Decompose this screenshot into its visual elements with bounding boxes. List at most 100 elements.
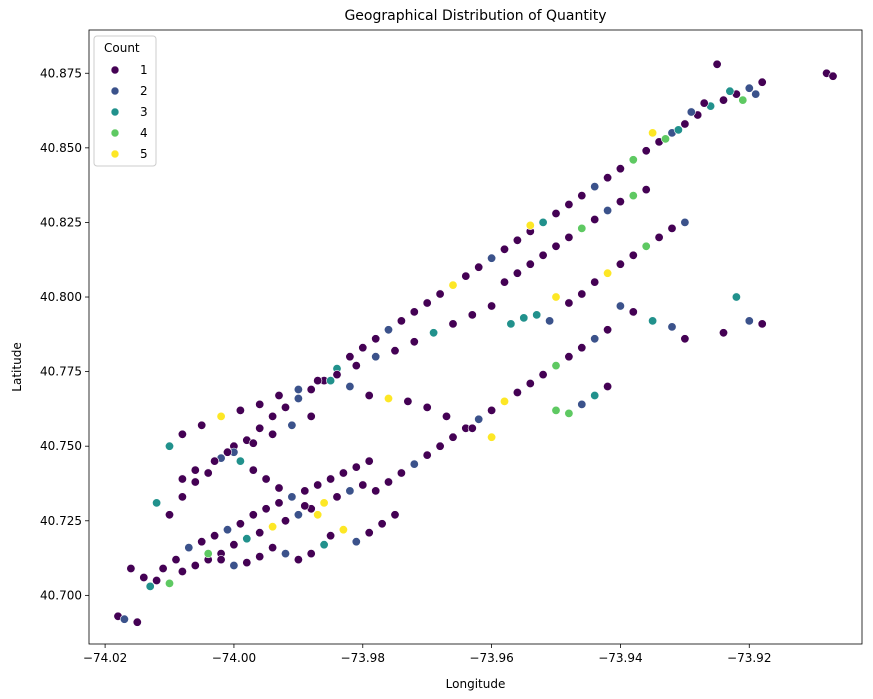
- data-point: [680, 334, 690, 344]
- data-point: [532, 310, 542, 320]
- data-point: [351, 462, 361, 472]
- data-point: [738, 95, 748, 105]
- data-point: [551, 292, 561, 302]
- data-point: [248, 438, 258, 448]
- data-point: [712, 59, 722, 69]
- data-point: [396, 468, 406, 478]
- data-point: [487, 253, 497, 263]
- data-point: [268, 411, 278, 421]
- data-point: [216, 555, 226, 565]
- data-point: [345, 486, 355, 496]
- data-point: [686, 107, 696, 117]
- data-point: [145, 581, 155, 591]
- data-point: [287, 420, 297, 430]
- data-point: [448, 280, 458, 290]
- legend-label: 3: [140, 105, 148, 119]
- data-point: [409, 459, 419, 469]
- data-point: [718, 95, 728, 105]
- data-point: [441, 411, 451, 421]
- legend-marker: [110, 149, 120, 159]
- data-point: [203, 549, 213, 559]
- data-point: [409, 307, 419, 317]
- y-tick-label: 40.700: [40, 588, 82, 602]
- data-point: [242, 534, 252, 544]
- data-point: [474, 262, 484, 272]
- data-point: [345, 352, 355, 362]
- data-point: [519, 313, 529, 323]
- data-point: [577, 223, 587, 233]
- data-point: [577, 399, 587, 409]
- data-point: [487, 432, 497, 442]
- data-point: [422, 298, 432, 308]
- data-point: [654, 232, 664, 242]
- data-point: [242, 558, 252, 568]
- data-point: [306, 549, 316, 559]
- legend-marker: [110, 107, 120, 117]
- data-point: [261, 504, 271, 514]
- data-point: [287, 492, 297, 502]
- data-point: [660, 134, 670, 144]
- data-point: [293, 510, 303, 520]
- data-point: [628, 155, 638, 165]
- data-point: [165, 510, 175, 520]
- data-point: [171, 555, 181, 565]
- data-point: [731, 292, 741, 302]
- data-point: [615, 197, 625, 207]
- data-point: [409, 337, 419, 347]
- x-axis: −74.02 −74.00 −73.98 −73.96 −73.94 −73.92: [83, 644, 771, 665]
- data-point: [371, 352, 381, 362]
- data-point: [255, 552, 265, 562]
- y-tick-label: 40.850: [40, 141, 82, 155]
- data-point: [590, 215, 600, 225]
- data-point: [641, 146, 651, 156]
- data-point: [177, 492, 187, 502]
- data-point: [358, 480, 368, 490]
- data-point: [177, 474, 187, 484]
- data-point: [615, 164, 625, 174]
- y-tick-label: 40.725: [40, 514, 82, 528]
- data-point: [332, 492, 342, 502]
- legend-label: 5: [140, 147, 148, 161]
- data-point: [751, 89, 761, 99]
- data-point: [667, 223, 677, 233]
- data-point: [261, 474, 271, 484]
- data-point: [313, 510, 323, 520]
- data-point: [177, 566, 187, 576]
- data-point: [525, 378, 535, 388]
- legend-label: 1: [140, 63, 148, 77]
- data-point: [313, 480, 323, 490]
- data-point: [564, 298, 574, 308]
- data-point: [435, 289, 445, 299]
- data-point: [828, 71, 838, 81]
- y-axis: 40.700 40.725 40.750 40.775 40.800 40.825 40.8…: [40, 66, 89, 602]
- data-point: [603, 206, 613, 216]
- data-point: [603, 325, 613, 335]
- data-point: [377, 519, 387, 529]
- y-axis-label: Latitude: [10, 342, 24, 391]
- data-point: [725, 86, 735, 96]
- y-tick-label: 40.750: [40, 439, 82, 453]
- data-point: [448, 319, 458, 329]
- chart-title: Geographical Distribution of Quantity: [344, 8, 606, 24]
- data-point: [364, 528, 374, 538]
- data-point: [255, 528, 265, 538]
- data-point: [383, 325, 393, 335]
- data-point: [564, 352, 574, 362]
- data-point: [364, 390, 374, 400]
- data-point: [551, 241, 561, 251]
- data-point: [435, 441, 445, 451]
- points-layer: [113, 59, 838, 627]
- data-point: [667, 322, 677, 332]
- data-point: [190, 465, 200, 475]
- data-point: [139, 572, 149, 582]
- data-point: [744, 83, 754, 93]
- data-point: [757, 319, 767, 329]
- data-point: [512, 235, 522, 245]
- legend-box: [93, 35, 157, 167]
- data-point: [564, 408, 574, 418]
- data-point: [648, 316, 658, 326]
- data-point: [673, 125, 683, 135]
- legend-label: 4: [140, 126, 148, 140]
- data-point: [313, 376, 323, 386]
